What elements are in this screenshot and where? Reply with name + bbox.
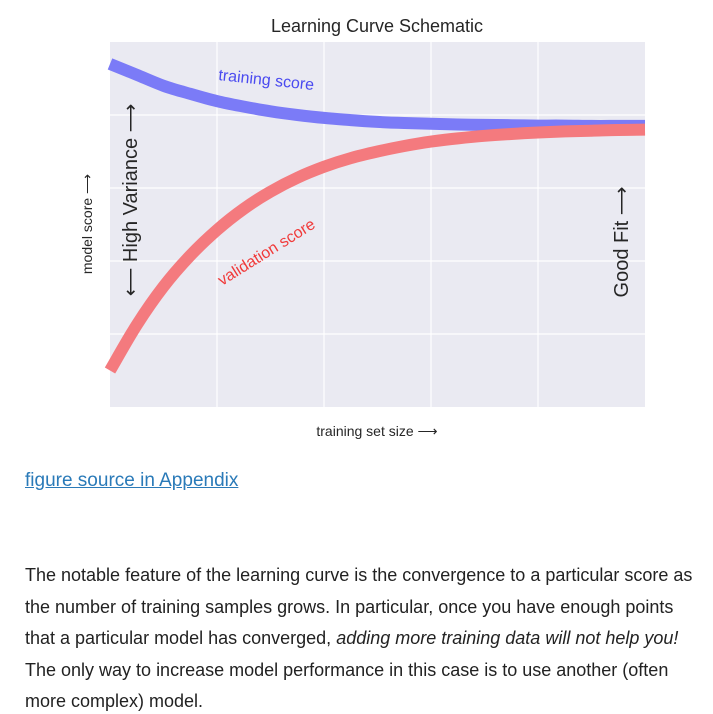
chart-svg: Learning Curve Schematic training set si… (79, 16, 646, 439)
curves (104, 58, 646, 374)
paragraph-text-1: The notable feature of the learning curv… (25, 565, 693, 648)
training-score-curve (107, 58, 645, 132)
x-axis-label: training set size ⟶ (316, 423, 437, 439)
validation-score-curve (104, 123, 646, 374)
chart-title: Learning Curve Schematic (271, 16, 483, 36)
y-axis-label: model score ⟶ (79, 174, 95, 274)
figure-source-link[interactable]: figure source in Appendix (25, 470, 239, 491)
paragraph-text-2: The only way to increase model performan… (25, 659, 669, 712)
learning-curve-chart: Learning Curve Schematic training set si… (79, 16, 646, 439)
paragraph-emphasis: adding more training data will not help … (336, 628, 679, 648)
plot-background (110, 42, 645, 407)
good-fit-annotation: Good Fit ⟶ (611, 187, 633, 298)
body-paragraph: The notable feature of the learning curv… (25, 560, 705, 714)
high-variance-annotation: ⟵ High Variance ⟶ (120, 104, 142, 297)
